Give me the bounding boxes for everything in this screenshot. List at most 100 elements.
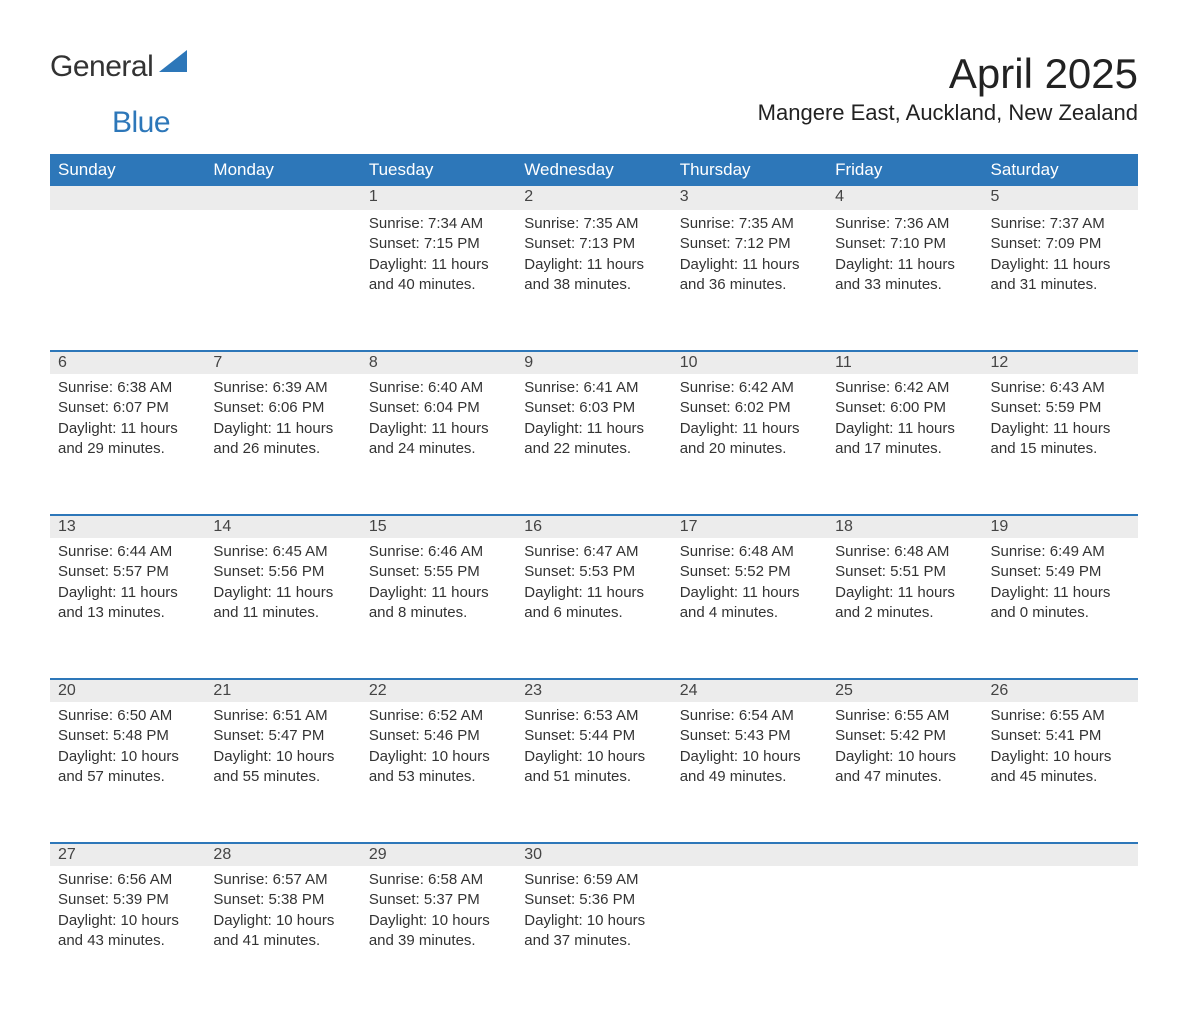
day-sunset: Sunset: 5:37 PM [369,890,508,910]
weekday-header: Friday [827,154,982,186]
day-day1: Daylight: 11 hours [213,583,352,603]
day-day2: and 26 minutes. [213,439,352,459]
day-number: 23 [516,678,671,702]
day-number-cell: 9 [516,350,671,374]
day-day1: Daylight: 10 hours [369,747,508,767]
day-sunset: Sunset: 5:55 PM [369,562,508,582]
day-body: Sunrise: 6:54 AMSunset: 5:43 PMDaylight:… [672,702,827,805]
day-sunrise: Sunrise: 6:50 AM [58,706,197,726]
day-body [983,866,1138,874]
day-number-cell: 13 [50,514,205,538]
day-body-cell: Sunrise: 6:42 AMSunset: 6:02 PMDaylight:… [672,374,827,514]
day-body: Sunrise: 6:55 AMSunset: 5:42 PMDaylight:… [827,702,982,805]
day-number-cell [205,186,360,210]
day-sunrise: Sunrise: 6:54 AM [680,706,819,726]
day-day2: and 41 minutes. [213,931,352,951]
day-day2: and 47 minutes. [835,767,974,787]
day-number [50,186,205,210]
day-number: 13 [50,514,205,538]
day-body-cell: Sunrise: 6:58 AMSunset: 5:37 PMDaylight:… [361,866,516,1006]
day-day2: and 39 minutes. [369,931,508,951]
day-number-cell: 1 [361,186,516,210]
day-body: Sunrise: 6:46 AMSunset: 5:55 PMDaylight:… [361,538,516,641]
day-day1: Daylight: 11 hours [58,419,197,439]
day-body: Sunrise: 6:45 AMSunset: 5:56 PMDaylight:… [205,538,360,641]
day-number-cell: 29 [361,842,516,866]
day-body-cell: Sunrise: 6:47 AMSunset: 5:53 PMDaylight:… [516,538,671,678]
day-body: Sunrise: 6:49 AMSunset: 5:49 PMDaylight:… [983,538,1138,641]
day-number: 11 [827,350,982,374]
day-body-cell: Sunrise: 6:39 AMSunset: 6:06 PMDaylight:… [205,374,360,514]
day-day2: and 31 minutes. [991,275,1130,295]
day-body [672,866,827,874]
day-number-cell: 22 [361,678,516,702]
day-sunrise: Sunrise: 6:48 AM [680,542,819,562]
day-body-cell: Sunrise: 7:35 AMSunset: 7:12 PMDaylight:… [672,210,827,350]
day-day1: Daylight: 10 hours [58,747,197,767]
day-sunrise: Sunrise: 7:34 AM [369,214,508,234]
day-body-cell: Sunrise: 6:56 AMSunset: 5:39 PMDaylight:… [50,866,205,1006]
day-body [50,210,205,218]
day-day1: Daylight: 10 hours [524,747,663,767]
day-sunset: Sunset: 5:53 PM [524,562,663,582]
day-body-cell: Sunrise: 6:55 AMSunset: 5:41 PMDaylight:… [983,702,1138,842]
day-body: Sunrise: 6:55 AMSunset: 5:41 PMDaylight:… [983,702,1138,805]
day-body-cell [205,210,360,350]
day-body: Sunrise: 7:35 AMSunset: 7:12 PMDaylight:… [672,210,827,313]
day-sunset: Sunset: 5:47 PM [213,726,352,746]
day-number: 28 [205,842,360,866]
day-sunset: Sunset: 5:39 PM [58,890,197,910]
day-body-cell: Sunrise: 6:48 AMSunset: 5:51 PMDaylight:… [827,538,982,678]
day-day1: Daylight: 11 hours [524,419,663,439]
week-daynum-row: 12345 [50,186,1138,210]
day-body: Sunrise: 6:43 AMSunset: 5:59 PMDaylight:… [983,374,1138,477]
day-number-cell: 23 [516,678,671,702]
day-body-cell [50,210,205,350]
day-day2: and 45 minutes. [991,767,1130,787]
day-number-cell: 18 [827,514,982,538]
day-number: 3 [672,186,827,210]
day-day2: and 11 minutes. [213,603,352,623]
day-sunrise: Sunrise: 7:35 AM [524,214,663,234]
day-number [672,842,827,866]
week-body-row: Sunrise: 7:34 AMSunset: 7:15 PMDaylight:… [50,210,1138,350]
day-sunrise: Sunrise: 6:42 AM [835,378,974,398]
weekday-header: Thursday [672,154,827,186]
day-body: Sunrise: 6:50 AMSunset: 5:48 PMDaylight:… [50,702,205,805]
weekday-header: Saturday [983,154,1138,186]
day-day2: and 29 minutes. [58,439,197,459]
day-number-cell: 20 [50,678,205,702]
day-number-cell: 6 [50,350,205,374]
day-sunset: Sunset: 5:46 PM [369,726,508,746]
day-number-cell: 12 [983,350,1138,374]
day-sunrise: Sunrise: 6:55 AM [991,706,1130,726]
day-sunset: Sunset: 5:42 PM [835,726,974,746]
day-sunrise: Sunrise: 6:39 AM [213,378,352,398]
day-sunset: Sunset: 5:41 PM [991,726,1130,746]
day-day1: Daylight: 11 hours [524,255,663,275]
day-day1: Daylight: 11 hours [524,583,663,603]
day-day1: Daylight: 10 hours [213,747,352,767]
day-sunset: Sunset: 5:43 PM [680,726,819,746]
day-number-cell: 15 [361,514,516,538]
day-number: 27 [50,842,205,866]
day-number: 19 [983,514,1138,538]
day-body: Sunrise: 6:52 AMSunset: 5:46 PMDaylight:… [361,702,516,805]
day-body-cell [672,866,827,1006]
day-number-cell: 26 [983,678,1138,702]
week-daynum-row: 6789101112 [50,350,1138,374]
weekday-header: Wednesday [516,154,671,186]
day-number [983,842,1138,866]
day-number-cell: 28 [205,842,360,866]
day-day1: Daylight: 11 hours [369,583,508,603]
day-sunset: Sunset: 6:07 PM [58,398,197,418]
day-day1: Daylight: 11 hours [991,419,1130,439]
day-day1: Daylight: 11 hours [680,583,819,603]
day-day2: and 8 minutes. [369,603,508,623]
day-day1: Daylight: 11 hours [835,419,974,439]
day-day2: and 38 minutes. [524,275,663,295]
day-body: Sunrise: 7:35 AMSunset: 7:13 PMDaylight:… [516,210,671,313]
logo-word-2: Blue [112,106,170,139]
week-body-row: Sunrise: 6:50 AMSunset: 5:48 PMDaylight:… [50,702,1138,842]
day-number-cell [983,842,1138,866]
